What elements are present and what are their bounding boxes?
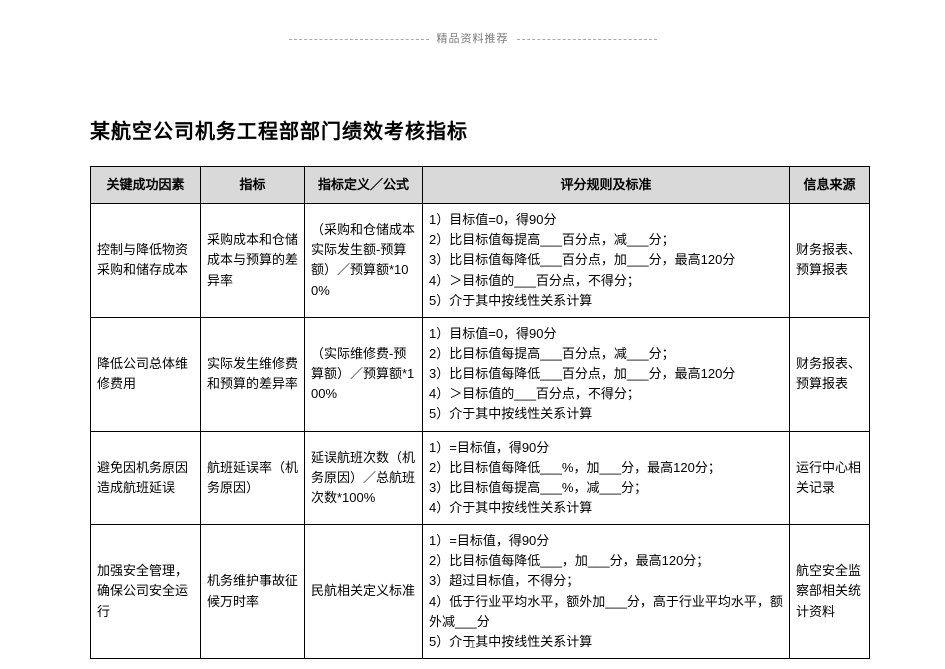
cell-source: 运行中心相关记录 <box>790 431 870 525</box>
col-header-source: 信息来源 <box>790 167 870 204</box>
cell-metric: 采购成本和仓储成本与预算的差异率 <box>201 204 305 318</box>
col-header-factor: 关键成功因素 <box>91 167 201 204</box>
cell-formula: （采购和仓储成本实际发生额-预算额）／预算额*100% <box>305 204 423 318</box>
cell-factor: 控制与降低物资采购和储存成本 <box>91 204 201 318</box>
cell-metric: 实际发生维修费和预算的差异率 <box>201 317 305 431</box>
cell-source: 财务报表、预算报表 <box>790 317 870 431</box>
table-row: 避免因机务原因造成航班延误 航班延误率（机务原因） 延误航班次数（机务原因）／总… <box>91 431 870 525</box>
header-watermark: 精品资料推荐 <box>289 30 657 46</box>
cell-factor: 加强安全管理，确保公司安全运行 <box>91 525 201 659</box>
col-header-metric: 指标 <box>201 167 305 204</box>
kpi-table: 关键成功因素 指标 指标定义／公式 评分规则及标准 信息来源 控制与降低物资采购… <box>90 166 870 659</box>
cell-rules: 1）目标值=0，得90分2）比目标值每提高___百分点，减___分；3）比目标值… <box>423 204 790 318</box>
col-header-rules: 评分规则及标准 <box>423 167 790 204</box>
cell-source: 航空安全监察部相关统计资料 <box>790 525 870 659</box>
cell-formula: 民航相关定义标准 <box>305 525 423 659</box>
cell-formula: 延误航班次数（机务原因）／总航班次数*100% <box>305 431 423 525</box>
cell-metric: 航班延误率（机务原因） <box>201 431 305 525</box>
page-title: 某航空公司机务工程部部门绩效考核指标 <box>90 115 870 144</box>
cell-formula: （实际维修费-预算额）／预算额*100% <box>305 317 423 431</box>
cell-rules: 1）=目标值，得90分2）比目标值每降低___，加___分，最高120分；3）超… <box>423 525 790 659</box>
page-body: 某航空公司机务工程部部门绩效考核指标 关键成功因素 指标 指标定义／公式 评分规… <box>90 115 870 659</box>
cell-source: 财务报表、预算报表 <box>790 204 870 318</box>
cell-metric: 机务维护事故征候万时率 <box>201 525 305 659</box>
table-header-row: 关键成功因素 指标 指标定义／公式 评分规则及标准 信息来源 <box>91 167 870 204</box>
cell-factor: 避免因机务原因造成航班延误 <box>91 431 201 525</box>
col-header-formula: 指标定义／公式 <box>305 167 423 204</box>
table-row: 加强安全管理，确保公司安全运行 机务维护事故征候万时率 民航相关定义标准 1）=… <box>91 525 870 659</box>
table-row: 降低公司总体维修费用 实际发生维修费和预算的差异率 （实际维修费-预算额）／预算… <box>91 317 870 431</box>
cell-factor: 降低公司总体维修费用 <box>91 317 201 431</box>
cell-rules: 1）=目标值，得90分2）比目标值每降低___%，加___分，最高120分；3）… <box>423 431 790 525</box>
table-row: 控制与降低物资采购和储存成本 采购成本和仓储成本与预算的差异率 （采购和仓储成本… <box>91 204 870 318</box>
cell-rules: 1）目标值=0，得90分2）比目标值每提高___百分点，减___分；3）比目标值… <box>423 317 790 431</box>
page-number: 1 <box>469 639 475 651</box>
